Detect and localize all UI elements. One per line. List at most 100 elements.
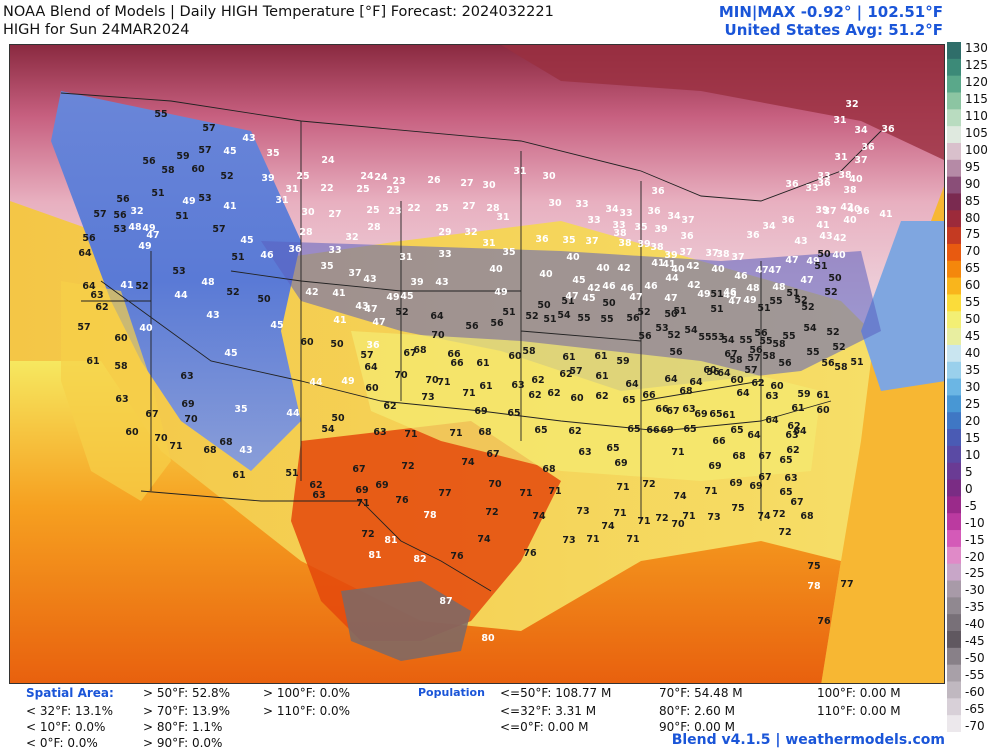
temperature-label: 59 bbox=[176, 151, 189, 162]
temperature-label: 36 bbox=[366, 340, 380, 351]
temperature-label: 66 bbox=[447, 349, 461, 360]
temperature-label: 55 bbox=[769, 296, 782, 307]
temperature-map[interactable]: 55 57 43 35 24 59 57 45 56 58 60 52 39 25 24 24 23 26 27 30… bbox=[9, 44, 945, 684]
temperature-label: 62 bbox=[309, 480, 322, 491]
temperature-label: 49 bbox=[806, 256, 819, 267]
temperature-label: 51 bbox=[814, 261, 827, 272]
temperature-label: 52 bbox=[525, 311, 538, 322]
colorbar-stop bbox=[947, 227, 961, 245]
temperature-label: 49 bbox=[494, 287, 507, 298]
temperature-label: 60 bbox=[730, 375, 744, 386]
colorbar-stop bbox=[947, 109, 961, 127]
temperature-label: 38 bbox=[613, 228, 627, 239]
population-100: 100°F: 0.00 M bbox=[817, 686, 901, 700]
temperature-label: 45 bbox=[240, 235, 253, 246]
temperature-label: 60 bbox=[570, 393, 584, 404]
temperature-label: 39 bbox=[637, 239, 650, 250]
temperature-label: 31 bbox=[833, 115, 846, 126]
temperature-label: 42 bbox=[840, 202, 853, 213]
temperature-label: 65 bbox=[683, 424, 696, 435]
temperature-label: 22 bbox=[320, 183, 333, 194]
colorbar-tick-label: 90 bbox=[965, 176, 981, 191]
western-mountains-region bbox=[51, 91, 301, 471]
temperature-label: 47 bbox=[755, 265, 768, 276]
temperature-label: 65 bbox=[606, 443, 619, 454]
brand-footer[interactable]: Blend v4.1.5 | weathermodels.com bbox=[671, 732, 945, 748]
spatial-area-gt70: > 70°F: 13.9% bbox=[143, 704, 231, 718]
canada-region bbox=[10, 45, 944, 331]
temperature-label: 36 bbox=[680, 231, 694, 242]
temperature-label: 56 bbox=[113, 210, 127, 221]
temperature-label: 43 bbox=[355, 301, 368, 312]
spatial-area-gt90: > 90°F: 0.0% bbox=[143, 736, 223, 750]
temperature-label: 51 bbox=[850, 357, 863, 368]
colorbar-stop bbox=[947, 378, 961, 396]
temperature-label: 51 bbox=[786, 288, 799, 299]
spatial-area-title: Spatial Area: bbox=[26, 686, 114, 700]
temperature-label: 60 bbox=[770, 381, 784, 392]
spatial-area-gt100: > 100°F: 0.0% bbox=[263, 686, 351, 700]
colorbar-stop bbox=[947, 479, 961, 497]
temperature-label: 65 bbox=[730, 425, 743, 436]
temperature-label: 23 bbox=[392, 176, 405, 187]
temperature-label: 71 bbox=[586, 534, 599, 545]
temperature-label: 49 bbox=[697, 289, 710, 300]
temperature-label: 58 bbox=[522, 346, 536, 357]
temperature-label: 49 bbox=[386, 292, 399, 303]
temperature-label: 31 bbox=[834, 152, 847, 163]
temperature-label: 64 bbox=[82, 281, 96, 292]
temperature-label: 50 bbox=[664, 309, 678, 320]
colorbar-tick-label: -70 bbox=[965, 719, 985, 733]
temperature-label: 69 bbox=[375, 480, 388, 491]
colorbar-tick-label: 95 bbox=[965, 159, 981, 174]
temperature-label: 40 bbox=[139, 323, 153, 334]
temperature-label: 47 bbox=[372, 317, 385, 328]
temperature-label: 40 bbox=[489, 264, 503, 275]
temperature-label: 71 bbox=[626, 534, 639, 545]
temperature-label: 53 bbox=[113, 224, 126, 235]
temperature-label: 61 bbox=[595, 371, 608, 382]
population-title: Population bbox=[418, 686, 485, 699]
colorbar-stop bbox=[947, 243, 961, 262]
state-lines bbox=[81, 121, 762, 521]
temperature-label: 67 bbox=[352, 464, 365, 475]
temperature-label: 56 bbox=[626, 313, 640, 324]
temperature-label: 53 bbox=[711, 332, 724, 343]
colorbar-ticks: 130 125 120 115 110 105 100 95 90 85 80 75 70 65 60 55 5… bbox=[965, 42, 1000, 732]
atlantic-cool-region bbox=[861, 221, 944, 391]
temperature-label: 50 bbox=[537, 300, 551, 311]
colorbar-stop bbox=[947, 75, 961, 93]
population-110: 110°F: 0.00 M bbox=[817, 704, 901, 718]
temperature-label: 56 bbox=[638, 331, 652, 342]
temperature-label: 61 bbox=[86, 356, 99, 367]
temperature-label: 37 bbox=[679, 247, 692, 258]
temperature-label: 60 bbox=[114, 333, 128, 344]
temperature-label: 50 bbox=[331, 413, 345, 424]
colorbar-stop bbox=[947, 563, 961, 582]
temperature-label: 50 bbox=[257, 294, 271, 305]
temperature-label: 57 bbox=[202, 123, 215, 134]
temperature-label: 45 bbox=[224, 348, 237, 359]
temperature-label: 42 bbox=[617, 263, 630, 274]
colorbar-stop bbox=[947, 462, 961, 481]
colorbar-stop bbox=[947, 311, 961, 329]
temperature-label: 42 bbox=[686, 261, 699, 272]
temperature-label: 76 bbox=[817, 616, 831, 627]
colorbar-tick-label: 105 bbox=[965, 125, 988, 140]
temperature-label: 37 bbox=[854, 155, 867, 166]
temperature-label: 61 bbox=[232, 470, 245, 481]
temperature-label: 26 bbox=[427, 175, 441, 186]
temperature-label: 64 bbox=[793, 426, 807, 437]
temperature-label: 58 bbox=[161, 165, 175, 176]
temperature-label: 28 bbox=[299, 227, 313, 238]
temperature-label: 37 bbox=[705, 248, 718, 259]
population-80: 80°F: 2.60 M bbox=[659, 704, 735, 718]
temperature-label: 54 bbox=[557, 310, 571, 321]
temperature-label: 36 bbox=[647, 206, 661, 217]
temperature-label: 67 bbox=[758, 451, 771, 462]
colorbar-stop bbox=[947, 294, 961, 312]
temperature-label: 64 bbox=[747, 430, 761, 441]
temperature-label: 69 bbox=[708, 461, 721, 472]
temperature-label: 63 bbox=[373, 427, 386, 438]
